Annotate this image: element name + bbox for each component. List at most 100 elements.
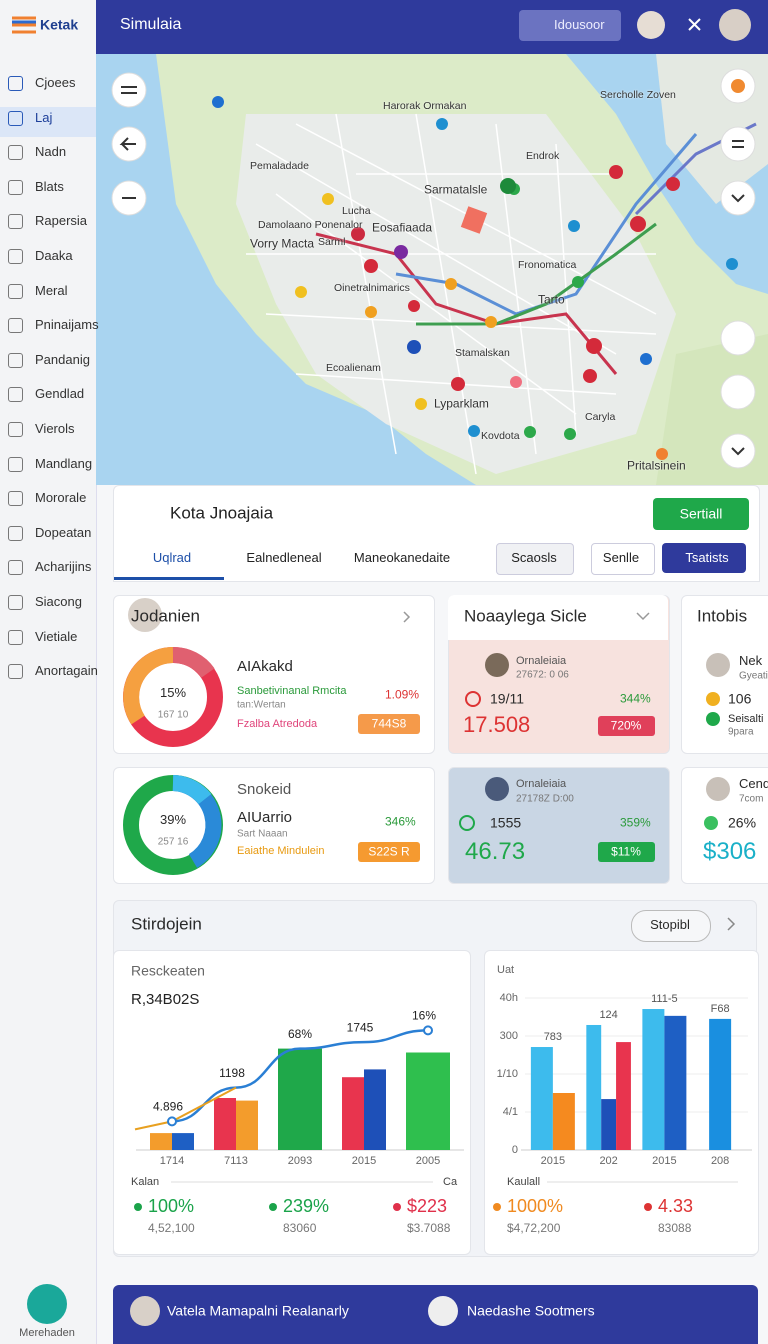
nav-item: Pninaijams (35, 317, 99, 333)
pins (212, 96, 738, 460)
card-text: Snokeid (237, 780, 292, 798)
close-icon[interactable] (688, 18, 701, 31)
chevron[interactable] (727, 917, 736, 931)
nav-icon (8, 179, 23, 195)
card-text: Fzalba Atredoda (237, 717, 318, 730)
nav-icon (8, 525, 23, 541)
bar (278, 1048, 300, 1150)
bar (172, 1133, 194, 1150)
annotation: 124 (599, 1009, 617, 1021)
nav-item: Blats (35, 178, 64, 194)
control-icons (119, 86, 745, 456)
x-tick-label: 2005 (416, 1155, 440, 1167)
card-text: Jodanien (131, 606, 201, 626)
nav-icon (8, 283, 23, 299)
tab-button[interactable] (496, 543, 574, 575)
stat-icon (269, 1203, 277, 1211)
nav-item: Gendlad (35, 386, 85, 402)
card-text: 344% (620, 691, 651, 706)
map-label: Lyparklam (434, 396, 489, 411)
sidebar (0, 0, 97, 1344)
icon (465, 691, 481, 707)
nav-icon (8, 318, 23, 334)
nav-item: Meral (35, 282, 68, 298)
bar (530, 1047, 553, 1150)
nav-item: Vietiale (35, 628, 78, 644)
bar (601, 1099, 617, 1150)
donut (123, 647, 223, 747)
help-icon[interactable] (27, 1284, 67, 1324)
avatar (485, 653, 509, 677)
map-label: Harorak Ormakan (383, 100, 467, 113)
annotation: 16% (412, 1009, 436, 1023)
tab-button[interactable] (662, 543, 746, 573)
card-text: $306 (703, 837, 757, 865)
nav-icon (8, 560, 23, 576)
card-text: tan:Wertan (237, 699, 286, 711)
stat-sub: 4,52,100 (148, 1221, 195, 1235)
x-tick-label: 2015 (652, 1155, 676, 1167)
nav-icon (8, 595, 23, 610)
avatar (428, 1296, 458, 1326)
chevron[interactable] (403, 611, 650, 623)
card-text: Gyeati (739, 670, 768, 682)
map[interactable] (96, 54, 768, 485)
location-icon (731, 79, 745, 93)
stat-value: $223 (407, 1196, 447, 1216)
x-tick-label: 202 (599, 1155, 617, 1167)
nav-item: Cjoees (35, 74, 76, 90)
card-text: AIUarrio (237, 808, 293, 826)
nav-icon (8, 387, 23, 403)
footer-label: Kaulall (507, 1176, 540, 1188)
avatar[interactable] (719, 9, 751, 41)
tab-button[interactable] (591, 543, 655, 575)
nav-item: Laj (35, 109, 53, 125)
bar (552, 1093, 575, 1150)
x-tick-label: 208 (711, 1155, 729, 1167)
x-tick-label: 1714 (160, 1155, 184, 1167)
search-box[interactable] (519, 10, 621, 41)
section-button[interactable] (631, 910, 711, 942)
avatar[interactable] (637, 11, 665, 39)
stat-sub: $3.7088 (407, 1221, 451, 1235)
map-label: Pemaladade (250, 160, 309, 173)
bar (709, 1018, 732, 1150)
y-tick-label: 1/10 (497, 1068, 518, 1080)
card-text: Ornaleiaia (516, 654, 567, 667)
search-text: Idousoor (554, 16, 605, 32)
nav-icon (8, 76, 23, 91)
nav-item: Mandlang (35, 455, 93, 471)
card-text: 1.09% (385, 687, 420, 702)
stat-icon (644, 1203, 652, 1211)
nav-icon (8, 145, 23, 161)
card-text: 17.508 (463, 711, 531, 737)
logo-text: Ketak (40, 16, 79, 33)
app-title: Simulaia (120, 16, 182, 34)
nav-item: Siacong (35, 593, 82, 609)
trend-line (171, 1029, 429, 1123)
nav-icon (8, 214, 23, 230)
card-text: S22S R (368, 844, 410, 859)
y-tick-label: 300 (500, 1030, 518, 1042)
nav-icon (8, 491, 23, 507)
chart-title: Resckeaten (131, 963, 205, 979)
primary-button[interactable] (653, 498, 749, 530)
nav-icon (8, 629, 23, 645)
card-text: Seisalti (728, 712, 764, 725)
map-label: Lucha (342, 205, 371, 218)
active-item-bg (0, 107, 96, 137)
card-text: 26% (728, 814, 757, 831)
icon (704, 816, 718, 830)
nav-item: Mororale (35, 490, 87, 506)
map-label: Tarto (538, 292, 565, 307)
tab-label: Ealnedleneal (246, 549, 322, 565)
bar (586, 1024, 602, 1150)
annotation: 1198 (219, 1066, 245, 1080)
badge (598, 842, 655, 862)
chart-title: Uat (497, 964, 514, 976)
card-text: 106 (728, 690, 752, 707)
tab-underline (114, 577, 224, 580)
card-text: 7com (739, 793, 764, 805)
button-label: Sertiall (679, 505, 723, 522)
